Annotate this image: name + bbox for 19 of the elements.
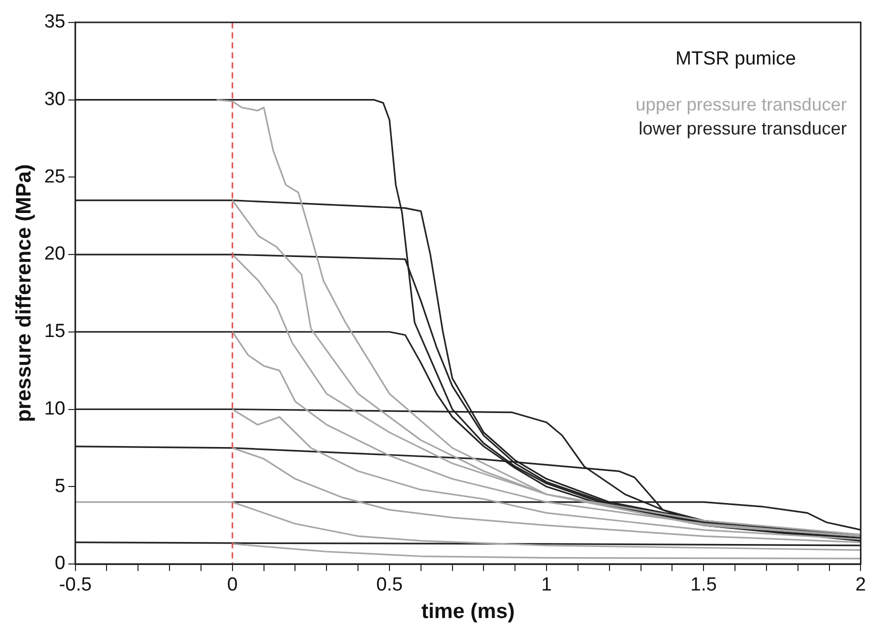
x-tick-label: 1: [541, 574, 552, 596]
y-tick-label: 10: [44, 398, 66, 420]
y-tick-label: 0: [54, 553, 66, 574]
x-tick-label: 0.5: [376, 574, 403, 596]
x-axis-title: time (ms): [421, 600, 515, 624]
text: lower pressure transducer: [638, 118, 847, 138]
text: MTSR pumice: [676, 48, 796, 70]
y-tick-label: 25: [44, 166, 66, 188]
y-axis-title: pressure difference (MPa): [12, 164, 36, 422]
y-tick-label: 15: [44, 321, 66, 342]
x-tick-label: 0: [227, 574, 238, 596]
x-tick-label: -0.5: [58, 574, 92, 596]
y-tick-label: 35: [44, 12, 66, 33]
y-tick-label: 30: [44, 89, 66, 110]
x-tick-label: 1.5: [690, 574, 717, 596]
text: upper pressure transducer: [636, 94, 847, 114]
y-tick-label: 20: [44, 244, 66, 265]
x-tick-label: 2: [855, 574, 866, 596]
y-tick-label: 5: [54, 476, 66, 497]
